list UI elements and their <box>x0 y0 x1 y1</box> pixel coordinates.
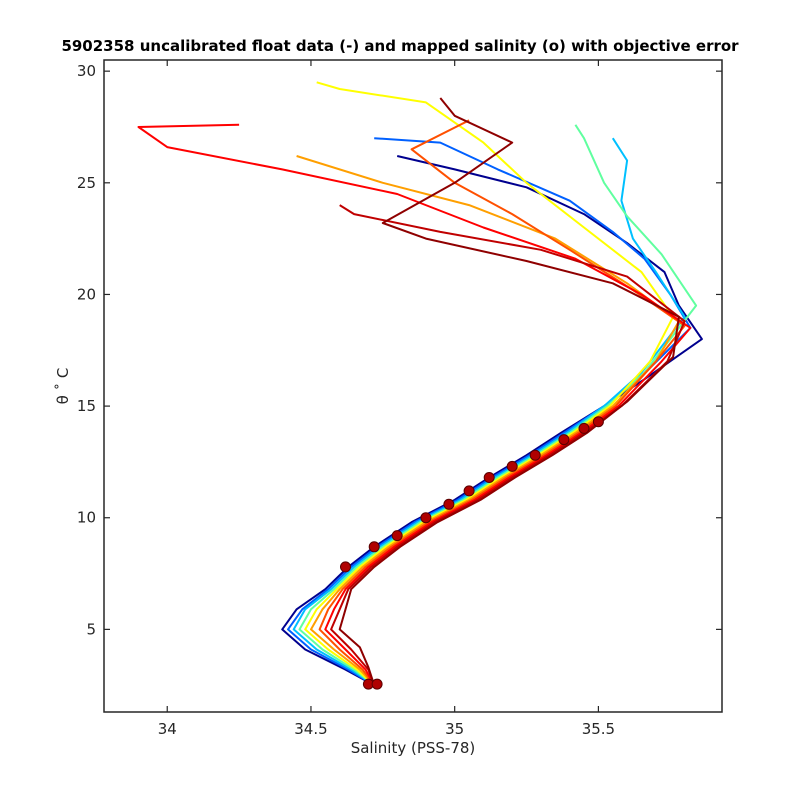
y-tick-label: 10 <box>77 509 96 527</box>
y-tick-label: 30 <box>77 62 96 80</box>
y-tick-label: 15 <box>77 397 96 415</box>
mapped-salinity-point-5 <box>391 530 403 542</box>
mapped-salinity-point-10 <box>506 460 518 472</box>
mapped-salinity-point-4 <box>368 541 380 553</box>
x-tick-label: 35 <box>445 720 464 738</box>
profile-line-6 <box>296 155 680 686</box>
plot-area <box>104 60 722 712</box>
profile-line-3 <box>292 137 686 687</box>
y-axis-label: θ ˚ C <box>54 368 72 405</box>
chart-title: 5902358 uncalibrated float data (-) and … <box>61 37 739 55</box>
x-tick-label: 35.5 <box>582 720 615 738</box>
y-tick-label: 20 <box>77 285 96 303</box>
mapped-salinity-point-11 <box>529 449 541 461</box>
x-tick-label: 34.5 <box>294 720 327 738</box>
mapped-salinity-point-3 <box>340 561 351 573</box>
mapped-salinity-point-2 <box>371 678 383 690</box>
mapped-salinity-point-6 <box>420 512 432 524</box>
profile-line-7 <box>318 119 686 686</box>
profile-line-4 <box>298 124 698 686</box>
mapped-salinity-markers <box>340 416 604 690</box>
x-axis-label: Salinity (PSS-78) <box>351 739 476 757</box>
mapped-salinity-point-7 <box>443 498 455 510</box>
x-axis: 34 34.5 35 35.5 <box>158 60 615 738</box>
x-tick-label: 34 <box>158 720 177 738</box>
y-tick-label: 25 <box>77 174 96 192</box>
axes-box <box>103 59 723 713</box>
profile-line-2 <box>287 137 692 687</box>
y-axis: 5 10 15 20 25 30 <box>77 62 722 638</box>
mapped-salinity-point-12 <box>558 434 570 446</box>
mapped-salinity-point-13 <box>578 422 590 434</box>
profile-line-1 <box>281 155 703 687</box>
mapped-salinity-point-8 <box>463 485 475 497</box>
mapped-salinity-point-14 <box>592 416 604 428</box>
y-tick-label: 5 <box>86 620 96 638</box>
mapped-salinity-point-9 <box>483 472 495 483</box>
profile-line-10 <box>338 97 680 686</box>
profile-line-9 <box>330 204 686 686</box>
